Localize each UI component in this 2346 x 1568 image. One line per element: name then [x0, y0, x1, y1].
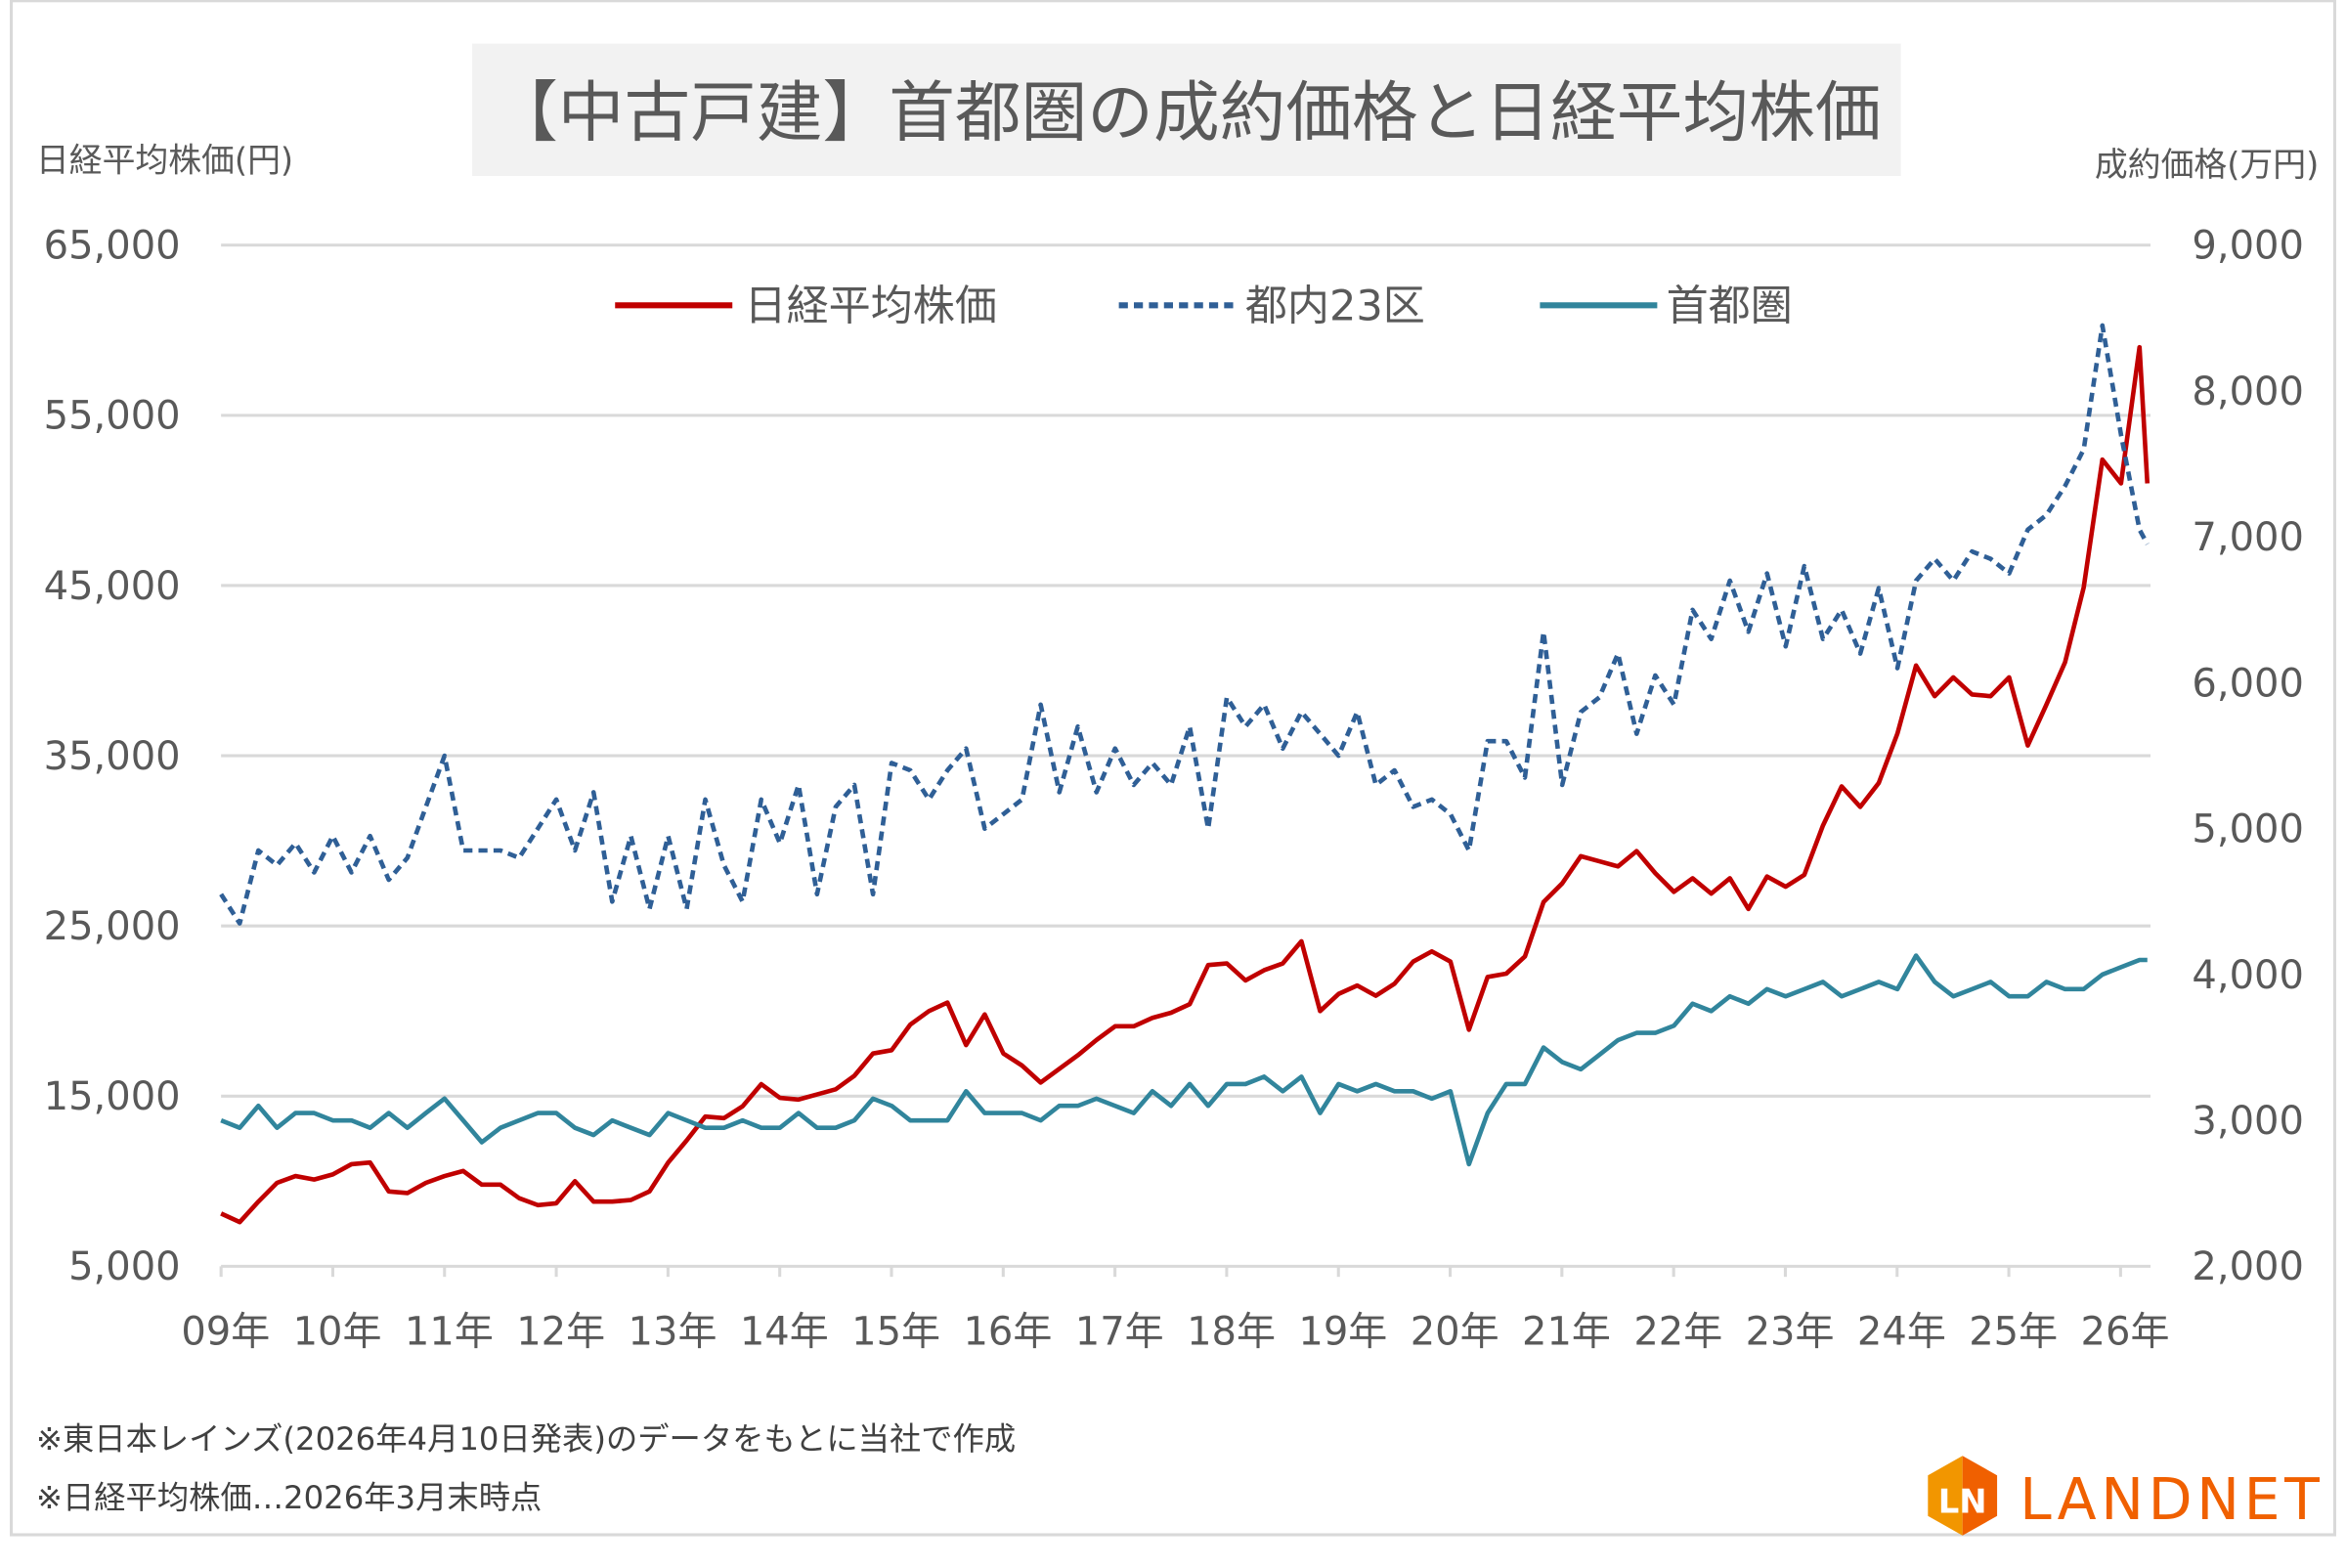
y-left-axis-label: 日経平均株価(円): [36, 141, 293, 179]
x-tick-label: 15年: [851, 1309, 940, 1354]
y-left-tick-label: 25,000: [44, 904, 181, 949]
y-right-tick-label: 6,000: [2192, 661, 2304, 706]
legend-label-nikkei: 日経平均株価: [745, 283, 997, 331]
y-left-tick-label: 45,000: [44, 564, 181, 609]
legend: 日経平均株価 都内23区 首都圏: [615, 283, 1793, 331]
nikkei-line: [220, 344, 2150, 1225]
legend-item-nikkei[interactable]: 日経平均株価: [615, 283, 997, 331]
y-left-ticks: 65,000 55,000 45,000 35,000 25,000 15,000 5,00…: [44, 224, 181, 1290]
chart-title: 【中古戸建】首都圏の成約価格と日経平均株価: [492, 73, 1881, 151]
landnet-logo: LN LANDNET: [1928, 1456, 2324, 1536]
x-tick-label: 10年: [293, 1309, 382, 1354]
y-right-ticks: 9,000 8,000 7,000 6,000 5,000 4,000 3,000 2,000: [2192, 224, 2304, 1290]
x-tick-label: 16年: [963, 1309, 1052, 1354]
footnote-nikkei: ※日経平均株価…2026年3月末時点: [36, 1479, 542, 1516]
y-right-tick-label: 3,000: [2192, 1099, 2304, 1144]
title-box: [472, 43, 1901, 177]
y-right-tick-label: 4,000: [2192, 953, 2304, 998]
x-tick-label: 13年: [629, 1309, 717, 1354]
y-left-tick-label: 55,000: [44, 394, 181, 439]
gridlines: [221, 243, 2150, 1268]
x-tick-label: 12年: [516, 1309, 605, 1354]
y-right-axis-label: 成約価格(万円): [2095, 146, 2319, 184]
legend-item-tokyo23[interactable]: 都内23区: [1118, 283, 1425, 331]
footnote-source: ※東日本レインズ(2026年4月10日発表)のデータをもとに当社で作成: [36, 1420, 1016, 1458]
y-right-tick-label: 5,000: [2192, 807, 2304, 852]
x-tick-label: 22年: [1633, 1309, 1722, 1354]
y-right-tick-label: 7,000: [2192, 515, 2304, 560]
x-tick-label: 25年: [1969, 1309, 2058, 1354]
logo-hexagon-left: [1928, 1456, 1963, 1536]
x-tick-label: 23年: [1746, 1309, 1835, 1354]
y-left-tick-label: 35,000: [44, 734, 181, 779]
logo-text: LANDNET: [2020, 1466, 2324, 1533]
logo-hexagon-right: [1962, 1456, 1998, 1536]
x-tick-label: 09年: [181, 1309, 270, 1354]
legend-label-tokyo23: 都内23区: [1245, 283, 1425, 331]
tokyo23-line: [219, 323, 2150, 926]
legend-item-shutoken[interactable]: 首都圏: [1540, 283, 1793, 331]
x-tick-label: 18年: [1187, 1309, 1276, 1354]
y-right-tick-label: 9,000: [2192, 224, 2304, 269]
x-tick-label: 24年: [1857, 1309, 1946, 1354]
chart-border: [10, 0, 2336, 1537]
x-tick-label: 26年: [2081, 1309, 2170, 1354]
y-right-tick-label: 2,000: [2192, 1244, 2304, 1289]
x-tick-label: 21年: [1522, 1309, 1611, 1354]
x-tick-label: 14年: [740, 1309, 829, 1354]
x-ticks: 09年 10年 11年 12年 13年 14年 15年 16年 17年 18年 19年 20年 21年 2…: [181, 1266, 2169, 1354]
x-tick-label: 11年: [405, 1309, 494, 1354]
x-tick-label: 19年: [1298, 1309, 1387, 1354]
x-tick-label: 17年: [1075, 1309, 1164, 1354]
x-tick-label: 20年: [1411, 1309, 1499, 1354]
logo-mark: LN: [1938, 1483, 1987, 1521]
y-left-tick-label: 65,000: [44, 224, 181, 269]
shutoken-line: [220, 953, 2148, 1167]
series-lines: [219, 323, 2150, 1225]
y-right-tick-label: 8,000: [2192, 370, 2304, 414]
y-left-tick-label: 5,000: [68, 1244, 181, 1289]
legend-label-shutoken: 首都圏: [1667, 283, 1793, 331]
y-left-tick-label: 15,000: [44, 1074, 181, 1119]
